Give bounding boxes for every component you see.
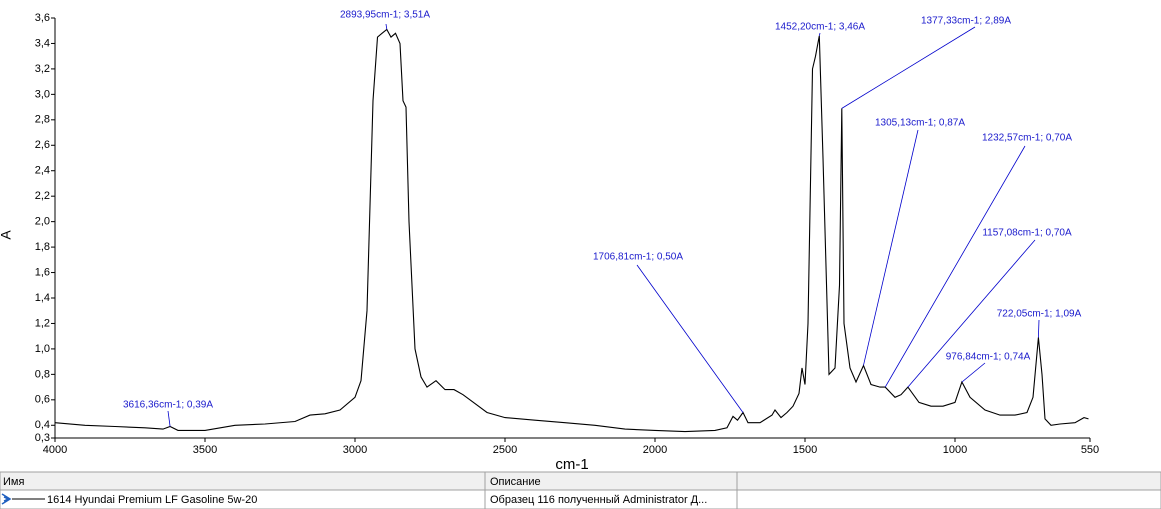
- x-tick-label: 1500: [793, 444, 817, 456]
- y-tick-label: 1,4: [35, 292, 50, 304]
- annotation-leader: [636, 264, 744, 413]
- annotation-label: 1452,20cm-1; 3,46A: [775, 22, 865, 33]
- annotation-leader: [961, 362, 986, 383]
- y-tick-label: 0,6: [35, 394, 50, 406]
- x-tick-label: 550: [1081, 444, 1099, 456]
- y-tick-label: 3,0: [35, 88, 50, 100]
- annotation-label: 722,05cm-1; 1,09A: [997, 309, 1082, 320]
- annotation-label: 1305,13cm-1; 0,87A: [875, 118, 965, 129]
- y-tick-label: 0,4: [35, 419, 50, 431]
- y-tick-label: 0,3: [35, 432, 50, 444]
- y-tick-label: 2,2: [35, 190, 50, 202]
- y-tick-label: 1,6: [35, 266, 50, 278]
- annotation-label: 1706,81cm-1; 0,50A: [593, 252, 683, 263]
- annotation-leader: [841, 26, 976, 109]
- x-tick-label: 2500: [493, 444, 517, 456]
- table-cell: Образец 116 полученный Administrator Д..…: [490, 494, 707, 506]
- annotation-leader: [385, 23, 388, 30]
- table-header-cell: Описание: [490, 476, 541, 488]
- x-tick-label: 4000: [43, 444, 67, 456]
- annotation-label: 1157,08cm-1; 0,70A: [982, 228, 1072, 239]
- x-tick-label: 2000: [643, 444, 667, 456]
- annotation-leader: [818, 32, 821, 36]
- x-axis-label: cm-1: [555, 456, 588, 473]
- spectrum-line: [54, 28, 1089, 433]
- annotation-leader: [863, 129, 919, 366]
- annotation-label: 1232,57cm-1; 0,70A: [982, 133, 1072, 144]
- y-tick-label: 0,8: [35, 368, 50, 380]
- x-tick-label: 3000: [343, 444, 367, 456]
- annotation-label: 2893,95cm-1; 3,51A: [340, 10, 430, 21]
- annotation-leader: [907, 239, 1036, 388]
- y-tick-label: 2,4: [35, 165, 50, 177]
- row-arrow-icon: [1, 493, 12, 505]
- annotation-label: 3616,36cm-1; 0,39A: [123, 400, 213, 411]
- y-tick-label: 1,0: [35, 343, 50, 355]
- table-header: [0, 471, 1161, 491]
- y-tick-label: 2,8: [35, 114, 50, 126]
- y-tick-label: 2,0: [35, 216, 50, 228]
- y-tick-label: 1,8: [35, 241, 50, 253]
- annotation-label: 976,84cm-1; 0,74A: [946, 352, 1031, 363]
- y-tick-label: 3,4: [35, 37, 50, 49]
- annotation-leader: [1037, 319, 1040, 338]
- y-tick-label: 3,6: [35, 12, 50, 24]
- x-tick-label: 1000: [943, 444, 967, 456]
- table-header-cell: Имя: [3, 476, 24, 488]
- annotation-leader: [884, 145, 1026, 388]
- y-tick-label: 2,6: [35, 139, 50, 151]
- legend-entry[interactable]: 1614 Hyundai Premium LF Gasoline 5w-20: [47, 494, 257, 506]
- annotation-label: 1377,33cm-1; 2,89A: [921, 16, 1011, 27]
- annotation-leader: [167, 410, 171, 427]
- y-axis-label: A: [0, 230, 14, 240]
- x-tick-label: 3500: [193, 444, 217, 456]
- y-tick-label: 1,2: [35, 317, 50, 329]
- y-tick-label: 3,2: [35, 63, 50, 75]
